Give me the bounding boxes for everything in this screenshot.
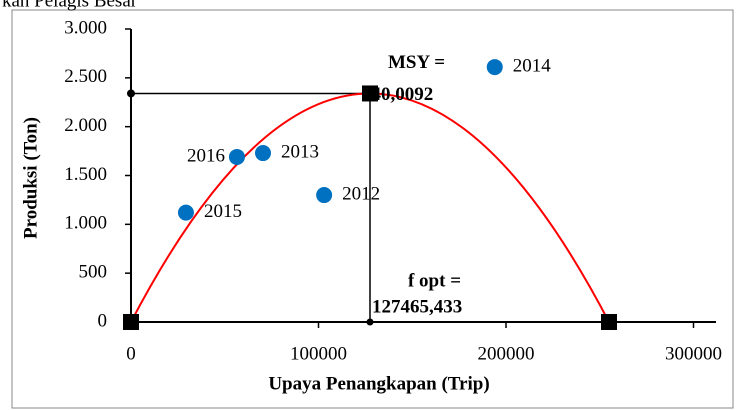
x-tick-label: 100000 [290,343,347,364]
curve-marker [361,85,378,102]
x-tick-label: 200000 [478,343,535,364]
chart-title: kan Pelagis Besar [2,0,138,11]
point [316,187,333,204]
y-tick-label: 0 [98,310,108,331]
chart-frame [11,9,734,409]
point-label: 2013 [281,141,319,162]
curve-marker [123,314,139,330]
point-label: 2015 [204,201,242,222]
y-tick-label: 500 [79,262,108,283]
point-label: 2016 [187,145,225,166]
msy-dot [127,89,135,98]
y-tick-label: 1.500 [64,164,107,185]
point-label: 2012 [342,183,380,204]
point-label: 2014 [513,55,552,76]
fopt-annotation: 127465,433 [372,296,462,317]
curve-marker [600,314,617,330]
point [228,148,245,165]
x-tick-label: 300000 [665,343,722,364]
x-axis-label: Upaya Penangkapan (Trip) [268,373,489,394]
x-tick-label: 0 [126,343,136,364]
point [177,204,194,221]
y-tick-label: 2.000 [64,115,107,136]
y-tick-label: 2.500 [64,66,107,87]
y-tick-label: 1.000 [64,213,107,234]
msy-annotation: 340,0092 [362,84,433,105]
fopt-annotation: f opt = [408,270,461,291]
y-tick-label: 3.000 [64,17,107,38]
fopt-dot [366,318,374,326]
point [486,59,503,76]
point [255,145,271,162]
y-axis-label: Produksi (Ton) [20,117,41,239]
msy-annotation: MSY = [388,52,445,73]
